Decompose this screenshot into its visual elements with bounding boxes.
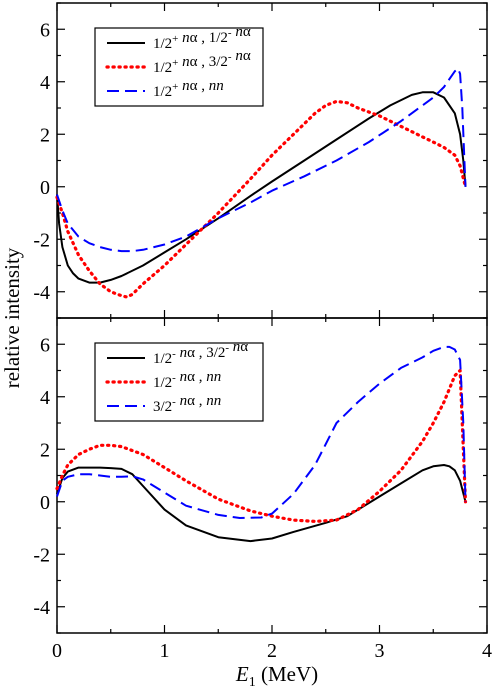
y-tick-label: -4	[33, 282, 50, 304]
y-tick-label: -2	[33, 544, 50, 566]
x-tick-label: 2	[267, 640, 277, 662]
y-tick-label: 4	[40, 387, 50, 409]
x-tick-label: 0	[52, 640, 62, 662]
x-tick-label: 3	[375, 640, 385, 662]
series-line-bottom-3	[56, 345, 467, 519]
y-tick-label: 2	[40, 124, 50, 146]
legend-label: 1/2- nα , nn	[153, 369, 221, 391]
series-line-bottom-1	[56, 464, 467, 543]
y-tick-label: 0	[40, 177, 50, 199]
series-line-top-1	[56, 91, 467, 284]
x-tick-label: 1	[160, 640, 170, 662]
panel-bottom: -4 -2 0 2 4 6 1/2- nα , 3/2- nα1/2- nα , nn3/2…	[33, 317, 488, 634]
y-tick-label: -2	[33, 229, 50, 251]
chart-panels: -4 -2 0 2 4 6 1/2+ nα , 1/2- nα1/2+ nα , 3/2- …	[33, 2, 492, 662]
y-axis-label: relative intensity	[0, 247, 24, 388]
y-tick-label: 4	[40, 72, 50, 94]
x-axis-label: E1 (MeV)	[235, 662, 318, 690]
x-tick-label: 4	[482, 640, 492, 662]
legend-box-top	[94, 27, 264, 107]
series-line-top-3	[56, 67, 467, 253]
y-tick-label: -4	[33, 597, 50, 619]
legend-label: 1/2+ nα , 3/2- nα	[153, 48, 251, 76]
legend-label: 1/2- nα , 3/2- nα	[153, 339, 248, 367]
legend-label: 1/2+ nα , 1/2- nα	[153, 24, 251, 52]
panel-top: -4 -2 0 2 4 6 1/2+ nα , 1/2- nα1/2+ nα , 3/2- …	[33, 2, 488, 319]
y-tick-label: 6	[40, 334, 50, 356]
legend-label: 1/2+ nα , nn	[153, 78, 224, 100]
y-tick-label: 0	[40, 492, 50, 514]
y-tick-label: 2	[40, 439, 50, 461]
legend-box-bottom	[94, 342, 264, 422]
y-tick-label: 6	[40, 19, 50, 41]
series-line-top-2	[55, 99, 468, 299]
legend-label: 3/2- nα , nn	[153, 393, 221, 415]
series-line-bottom-2	[55, 368, 468, 524]
